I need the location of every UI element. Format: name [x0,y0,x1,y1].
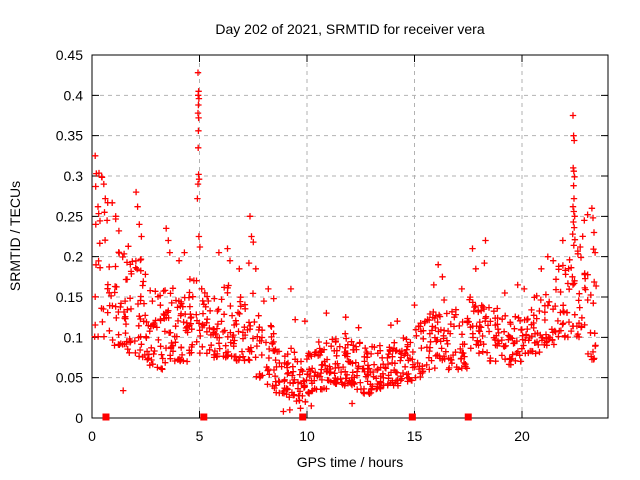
x-tick-label: 15 [407,428,423,444]
plot-border [91,54,609,419]
scatter-plus-markers [91,69,600,415]
y-tick-label: 0.3 [64,168,84,184]
x-tick-label: 10 [299,428,315,444]
y-tick-label: 0.1 [64,329,84,345]
y-tick-label: 0.35 [56,128,83,144]
x-axis-label: GPS time / hours [296,454,404,470]
y-axis-label: SRMTID / TECUs [7,180,23,292]
y-tick-label: 0 [75,410,83,426]
baseline-square-marker [200,413,208,421]
y-tick-label: 0.4 [64,87,84,103]
baseline-square-marker [102,413,110,421]
y-tick-label: 0.45 [56,47,83,63]
y-tick-label: 0.25 [56,208,83,224]
baseline-square-marker [408,413,416,421]
y-tick-label: 0.15 [56,289,83,305]
x-tick-label: 5 [196,428,204,444]
y-tick-label: 0.05 [56,370,83,386]
x-tick-label: 0 [88,428,96,444]
x-tick-label: 20 [514,428,530,444]
baseline-square-marker [464,413,472,421]
baseline-square-marker [299,413,307,421]
y-tick-label: 0.2 [64,249,84,265]
chart-title: Day 202 of 2021, SRMTID for receiver ver… [215,21,485,37]
